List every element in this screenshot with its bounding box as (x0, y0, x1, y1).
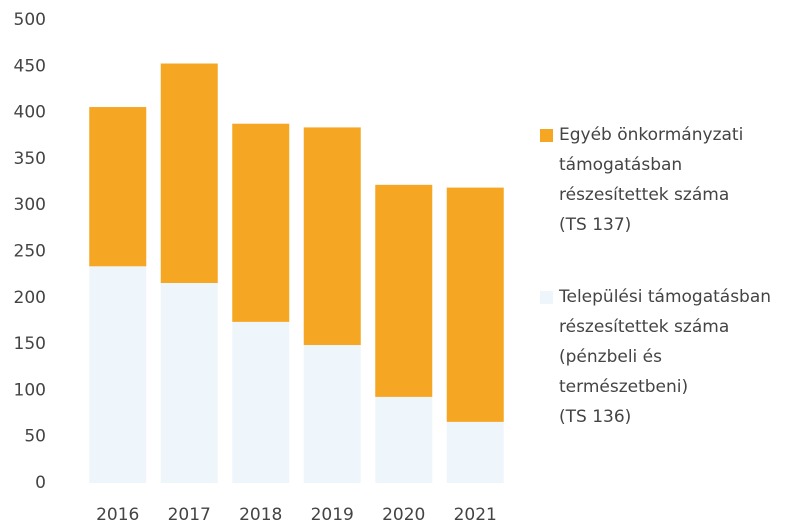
bar-segment (232, 123, 290, 322)
bar-segment (89, 107, 147, 267)
bar-segment (232, 321, 290, 483)
y-tick-label: 150 (14, 334, 46, 354)
x-tick-label: 2021 (454, 505, 497, 523)
y-tick-label: 100 (14, 380, 46, 400)
y-tick-label: 0 (35, 473, 46, 493)
y-tick-label: 350 (14, 149, 46, 169)
bar-segment (160, 282, 218, 483)
y-tick-label: 50 (24, 427, 46, 447)
x-tick-label: 2018 (239, 505, 282, 523)
y-tick-label: 500 (14, 10, 46, 30)
bar-segment (303, 345, 361, 483)
legend-label: Települési támogatásban részesítettek sz… (559, 287, 772, 427)
legend-swatch (540, 129, 553, 142)
y-tick-label: 400 (14, 103, 46, 123)
bar-segment (375, 184, 433, 397)
bar-segment (446, 421, 504, 483)
bar-segment (89, 266, 147, 483)
x-tick-label: 2020 (382, 505, 425, 523)
y-tick-label: 450 (14, 56, 46, 76)
bar-segment (446, 187, 504, 422)
legend-item: Települési támogatásban részesítettek sz… (540, 282, 771, 432)
y-tick-label: 300 (14, 195, 46, 215)
bar-segment (303, 127, 361, 346)
legend-swatch (540, 291, 553, 304)
legend-label: Egyéb önkormányzati támogatásban részesí… (559, 125, 744, 235)
y-tick-label: 200 (14, 288, 46, 308)
x-tick-label: 2019 (311, 505, 354, 523)
bar-segment (375, 396, 433, 483)
bar-segment (160, 63, 218, 283)
x-tick-label: 2016 (96, 505, 139, 523)
x-tick-label: 2017 (168, 505, 211, 523)
legend-item: Egyéb önkormányzati támogatásban részesí… (540, 120, 743, 240)
y-tick-label: 250 (14, 242, 46, 262)
